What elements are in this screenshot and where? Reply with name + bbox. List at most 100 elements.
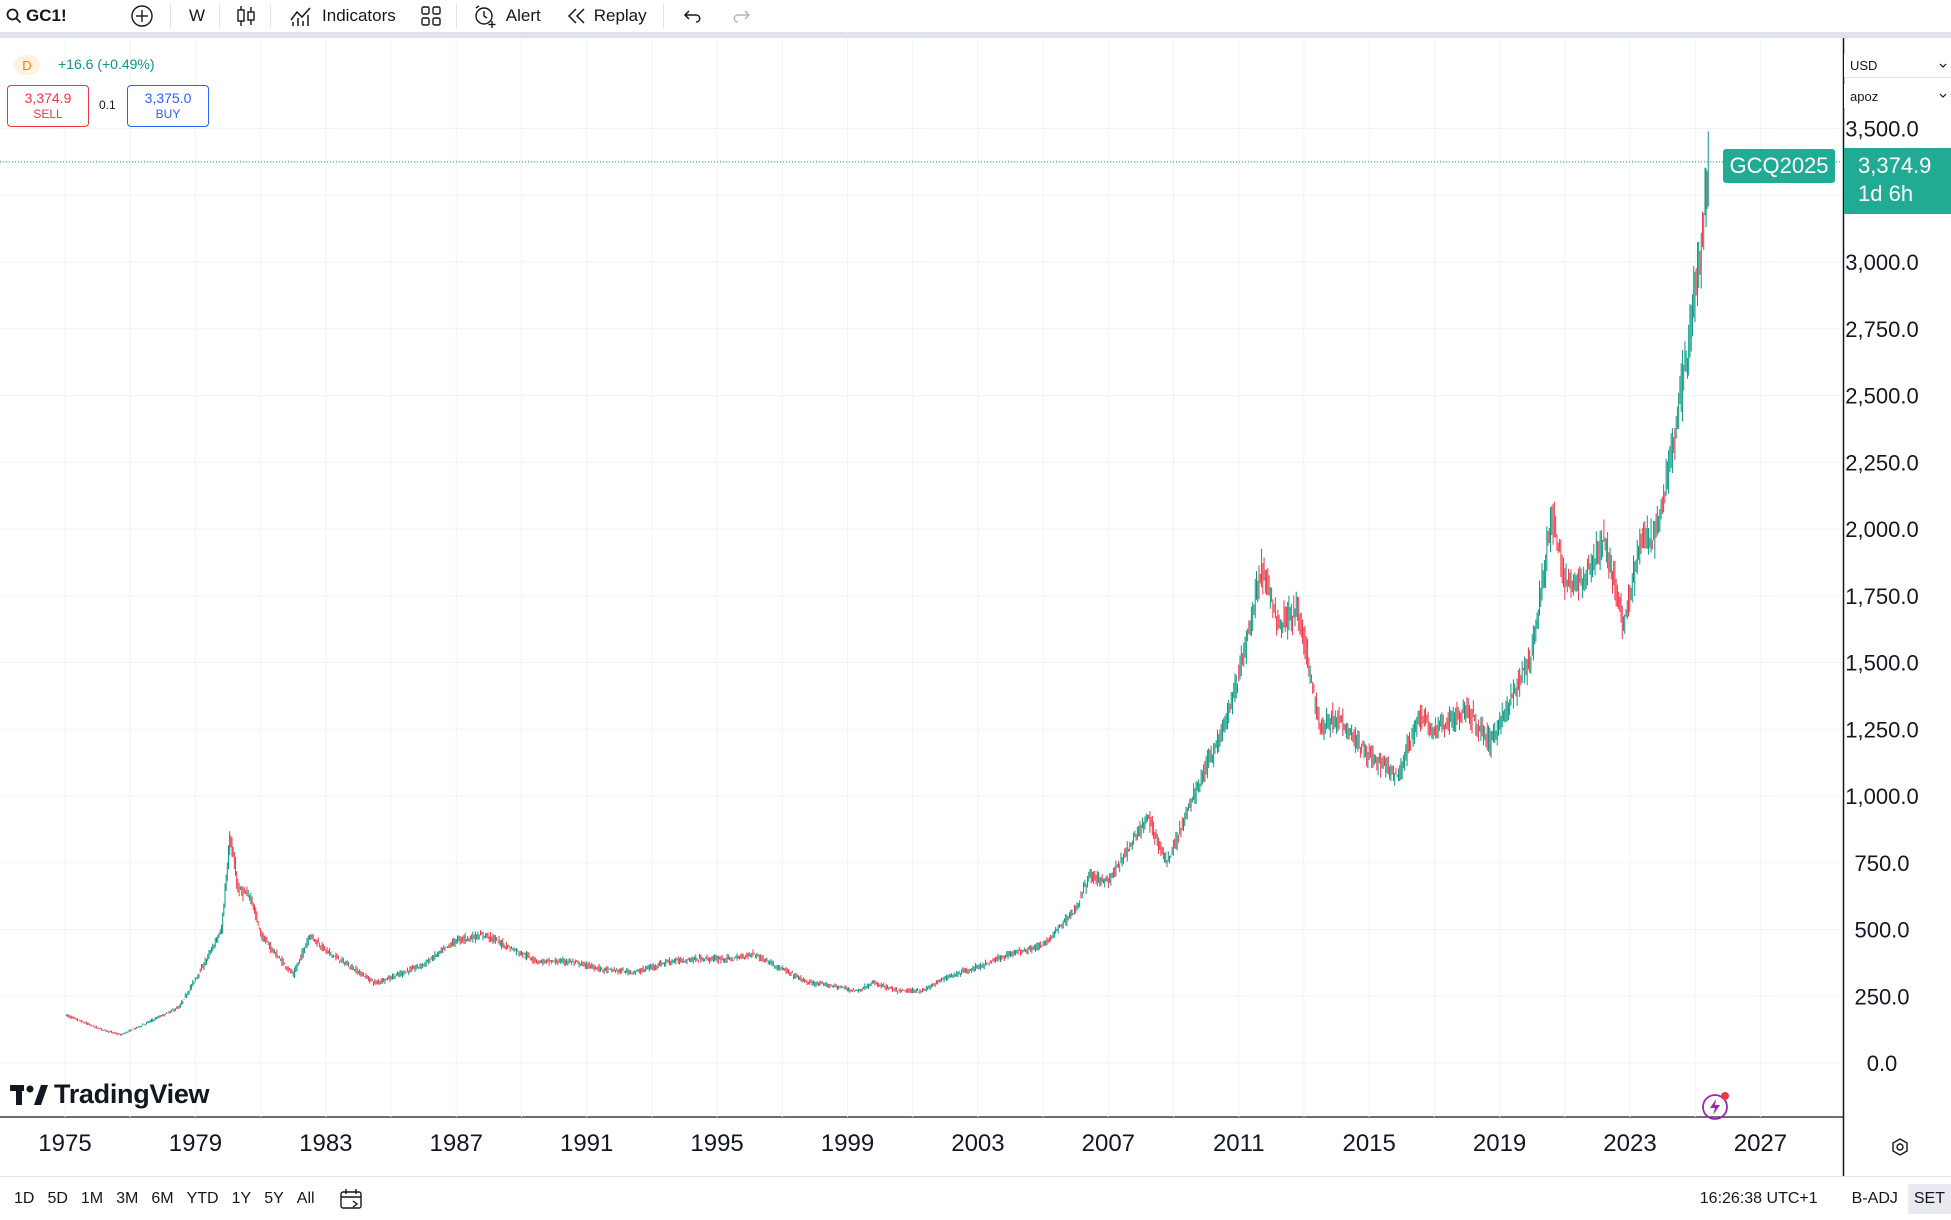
time-tick-label: 2019 — [1473, 1130, 1526, 1157]
lightning-icon[interactable] — [1701, 1091, 1731, 1121]
price-tick-label: 500.0 — [1854, 918, 1909, 943]
clock-timezone[interactable]: 16:26:38 UTC+1 — [1699, 1189, 1818, 1207]
price-tick-label: 2,250.0 — [1845, 450, 1918, 475]
spread-value: 0.1 — [99, 98, 116, 112]
time-tick-label: 2007 — [1082, 1130, 1135, 1157]
chevron-down-icon — [1939, 63, 1947, 68]
price-tick-label: 0.0 — [1867, 1051, 1898, 1076]
interval-label: W — [189, 6, 206, 25]
range-5d[interactable]: 5D — [47, 1189, 68, 1207]
price-series — [65, 131, 1709, 1036]
toolbar-divider — [455, 4, 457, 28]
time-tick-label: 1975 — [38, 1130, 91, 1157]
symbol-search-button[interactable]: GC1! — [0, 0, 106, 32]
price-axis: 0.0 250.0 500.0 750.0 1,000.0 1,250.0 1,500.0 1… — [1845, 117, 1918, 1077]
currency-value: USD — [1850, 58, 1878, 73]
price-tick-label: 2,500.0 — [1845, 384, 1918, 409]
bottom-toolbar: 1D 5D 1M 3M 6M YTD 1Y 5Y All 16:26:38 UT… — [0, 1176, 1951, 1220]
calendar-goto-icon[interactable] — [339, 1188, 365, 1210]
buy-price: 3,375.0 — [144, 90, 192, 106]
price-tick-label: 1,750.0 — [1845, 584, 1918, 609]
layouts-button[interactable] — [420, 0, 442, 32]
buy-label: BUY — [155, 107, 181, 121]
time-tick-label: 2015 — [1342, 1130, 1395, 1157]
sell-button[interactable]: 3,374.9 SELL — [7, 85, 89, 127]
candles-icon — [237, 6, 255, 26]
price-chart[interactable]: 0.0 250.0 500.0 750.0 1,000.0 1,250.0 1,500.0 1… — [0, 38, 1951, 1176]
compare-symbol-button[interactable] — [130, 0, 154, 32]
time-tick-label: 1999 — [821, 1130, 874, 1157]
range-6m[interactable]: 6M — [151, 1189, 174, 1207]
redo-icon — [733, 10, 750, 23]
unit-dropdown[interactable]: apoz — [1844, 84, 1951, 108]
range-1d[interactable]: 1D — [14, 1189, 35, 1207]
redo-button[interactable] — [730, 0, 752, 32]
chart-grid — [0, 38, 1845, 1176]
time-tick-label: 1987 — [430, 1130, 483, 1157]
interval-badge: D — [14, 55, 40, 75]
price-tick-label: 1,500.0 — [1845, 651, 1918, 676]
time-tick-label: 1995 — [690, 1130, 743, 1157]
time-tick-label: 1979 — [169, 1130, 222, 1157]
last-price-tag: 3,374.9 1d 6h — [1844, 148, 1951, 214]
price-tick-label: 750.0 — [1854, 851, 1909, 876]
tradingview-watermark[interactable]: TradingView — [10, 1079, 210, 1110]
undo-icon — [683, 10, 701, 23]
time-tick-label: 2027 — [1734, 1130, 1787, 1157]
tradingview-logo-icon — [10, 1084, 48, 1105]
currency-dropdown[interactable]: USD — [1844, 54, 1951, 78]
indicators-label: Indicators — [322, 6, 396, 25]
time-axis: 1975 1979 1983 1987 1991 1995 1999 2003 2007 2011… — [38, 1130, 1787, 1157]
chart-type-button[interactable] — [236, 0, 256, 32]
symbol-label: GC1! — [26, 6, 67, 25]
replay-label: Replay — [593, 6, 647, 25]
alert-button[interactable]: Alert — [473, 0, 541, 32]
alert-label: Alert — [505, 6, 541, 25]
toolbar-divider — [170, 4, 171, 28]
range-1y[interactable]: 1Y — [231, 1189, 252, 1207]
toolbar-divider — [662, 4, 664, 28]
undo-button[interactable] — [682, 0, 704, 32]
search-icon — [6, 8, 22, 24]
indicators-button[interactable]: Indicators — [289, 0, 396, 32]
last-price: 3,374.9 — [1858, 153, 1932, 178]
toolbar-divider — [219, 4, 221, 28]
price-tick-label: 2,000.0 — [1845, 517, 1918, 542]
range-1m[interactable]: 1M — [80, 1189, 104, 1207]
buy-button[interactable]: 3,375.0 BUY — [127, 85, 209, 127]
indicators-icon — [290, 7, 311, 26]
price-tick-label: 1,250.0 — [1845, 717, 1918, 742]
price-tick-label: 3,500.0 — [1845, 117, 1918, 142]
bar-countdown: 1d 6h — [1858, 181, 1914, 206]
settlement-toggle[interactable]: SET — [1907, 1183, 1951, 1214]
toolbar-divider — [270, 4, 272, 28]
range-selector: 1D 5D 1M 3M 6M YTD 1Y 5Y All — [0, 1190, 315, 1208]
alarm-clock-icon — [475, 5, 496, 28]
unit-value: apoz — [1850, 88, 1879, 104]
top-toolbar: GC1! W Indicators — [0, 0, 1951, 38]
grid-layout-icon — [421, 6, 441, 26]
time-tick-label: 2011 — [1213, 1130, 1265, 1157]
sell-label: SELL — [33, 107, 63, 121]
gear-icon[interactable] — [1890, 1137, 1910, 1157]
price-change: +16.6 (+0.49%) — [58, 56, 155, 72]
back-adjust-toggle[interactable]: B-ADJ — [1851, 1189, 1898, 1207]
rewind-icon — [567, 8, 585, 24]
chevron-down-icon — [1939, 93, 1947, 98]
price-tick-label: 1,000.0 — [1845, 784, 1918, 809]
replay-button[interactable]: Replay — [567, 0, 647, 32]
range-3m[interactable]: 3M — [116, 1189, 139, 1207]
price-tick-label: 3,000.0 — [1845, 250, 1918, 275]
plus-circle-icon — [131, 5, 153, 27]
time-tick-label: 2023 — [1603, 1130, 1656, 1157]
bottom-right-group: 16:26:38 UTC+1 B-ADJ SET — [1700, 1177, 1951, 1220]
price-tick-label: 2,750.0 — [1845, 317, 1918, 342]
time-tick-label: 1991 — [560, 1130, 613, 1157]
range-all[interactable]: All — [296, 1189, 315, 1207]
time-tick-label: 1983 — [299, 1130, 352, 1157]
range-ytd[interactable]: YTD — [186, 1189, 219, 1207]
range-5y[interactable]: 5Y — [264, 1189, 284, 1207]
price-tick-label: 250.0 — [1854, 984, 1909, 1009]
interval-button[interactable]: W — [189, 0, 205, 32]
time-tick-label: 2003 — [951, 1130, 1004, 1157]
